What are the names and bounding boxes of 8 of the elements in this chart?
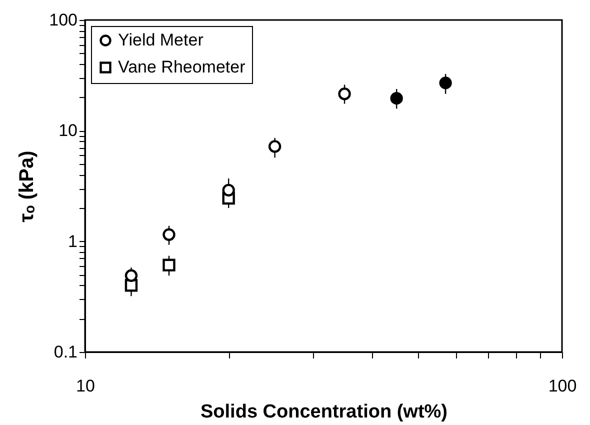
y-tick-label: 100 bbox=[49, 10, 78, 30]
y-tick-label: 10 bbox=[58, 121, 78, 140]
y-axis-title: τₒ (kPa) bbox=[16, 150, 38, 222]
y-tick-label: 0.1 bbox=[54, 342, 78, 362]
legend-label: Yield Meter bbox=[118, 30, 204, 50]
y-tick-label: 1 bbox=[68, 232, 78, 251]
legend-label: Vane Rheometer bbox=[118, 58, 246, 76]
x-axis-title: Solids Concentration (wt%) bbox=[200, 402, 448, 422]
